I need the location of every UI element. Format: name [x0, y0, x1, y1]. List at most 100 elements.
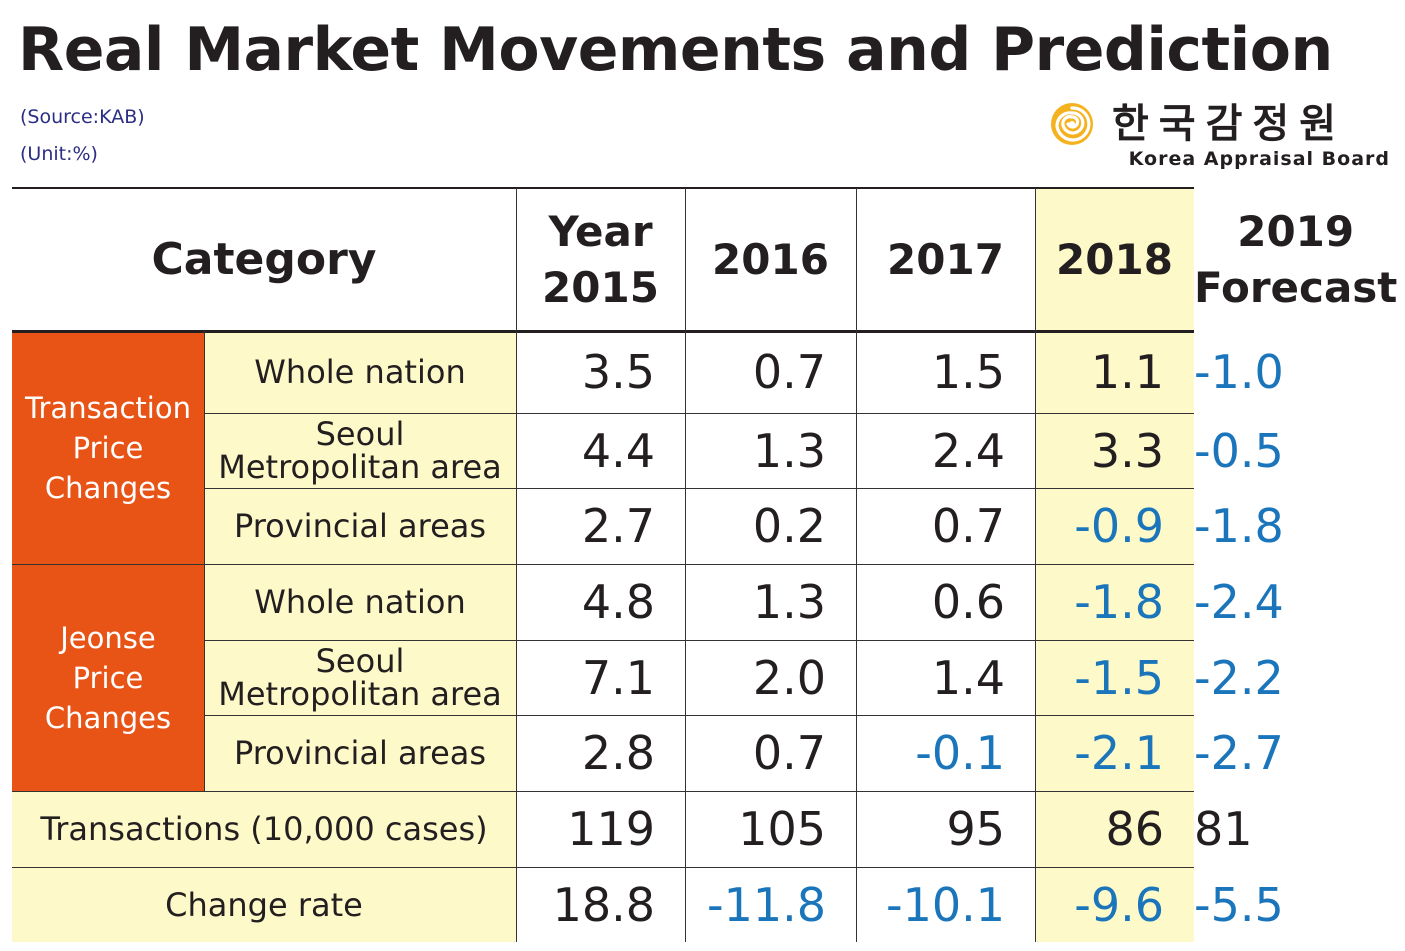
value-cell: -1.0: [1194, 331, 1284, 413]
value-text: 1.4: [931, 650, 1005, 705]
row-label: Whole nation: [254, 355, 465, 389]
row-label-cell: Provincial areas: [204, 715, 516, 791]
value-text: 4.8: [581, 575, 655, 629]
group-label-line: Transaction: [25, 390, 191, 425]
row-label-line: Metropolitan area: [218, 447, 502, 486]
value-cell: -2.7: [1194, 715, 1284, 791]
value-text: -0.1: [915, 726, 1005, 780]
summary-value-text: -5.5: [1194, 877, 1284, 932]
header-col-line2: 2018: [1056, 234, 1173, 284]
logo-english-name: Korea Appraisal Board: [1128, 148, 1390, 170]
summary-value-text: -9.6: [1074, 877, 1164, 932]
grid-line: [516, 188, 517, 942]
grid-line: [204, 488, 1194, 489]
row-label: Seoul Metropolitan area: [218, 414, 502, 486]
summary-value-text: 86: [1105, 802, 1164, 856]
value-cell: 0.2: [685, 488, 856, 564]
value-text: 7.1: [581, 650, 655, 705]
grid-line: [12, 187, 1194, 189]
summary-value-cell: -11.8: [685, 867, 856, 942]
row-label: Seoul Metropolitan area: [218, 641, 502, 713]
value-text: -2.2: [1194, 650, 1284, 705]
row-label-line: Seoul: [315, 414, 405, 453]
value-cell: 0.7: [685, 715, 856, 791]
grid-line: [12, 791, 1194, 792]
value-cell: 2.4: [856, 413, 1035, 488]
row-label-line: Seoul: [315, 641, 405, 680]
summary-value-cell: 95: [856, 791, 1035, 867]
value-text: -2.7: [1194, 726, 1284, 780]
header-col-line2: 2017: [887, 234, 1004, 284]
summary-value-cell: -10.1: [856, 867, 1035, 942]
forecast-column-bg: [1035, 188, 1194, 942]
summary-value-text: 119: [567, 802, 655, 856]
header-col-line1: Year: [548, 206, 653, 256]
value-cell: -0.9: [1035, 488, 1194, 564]
value-cell: 1.4: [856, 640, 1035, 715]
value-cell: 2.0: [685, 640, 856, 715]
grid-line: [204, 413, 1194, 414]
value-cell: 4.8: [516, 564, 685, 640]
value-text: -1.8: [1074, 575, 1164, 629]
value-cell: 2.8: [516, 715, 685, 791]
summary-label-cell: Change rate: [12, 867, 516, 942]
summary-label-cell: Transactions (10,000 cases): [12, 791, 516, 867]
row-label-line: Metropolitan area: [218, 674, 502, 713]
group-label-line: Price: [72, 430, 144, 465]
value-cell: -1.8: [1194, 488, 1284, 564]
value-text: -1.0: [1194, 345, 1284, 399]
page-title: Real Market Movements and Prediction: [18, 15, 1333, 85]
summary-value-text: -10.1: [885, 877, 1005, 932]
value-cell: -0.1: [856, 715, 1035, 791]
summary-value-text: 18.8: [552, 877, 655, 932]
row-label-line: Whole nation: [254, 582, 466, 621]
value-cell: -0.5: [1194, 413, 1284, 488]
value-cell: 0.7: [856, 488, 1035, 564]
header-col-3: 2018: [1035, 188, 1194, 331]
grid-line: [685, 188, 686, 942]
group-label-line: Price: [72, 660, 144, 695]
summary-value-cell: 81: [1194, 791, 1253, 867]
value-text: 2.4: [931, 423, 1005, 478]
value-text: 0.6: [931, 575, 1005, 629]
value-cell: 1.3: [685, 564, 856, 640]
row-label: Provincial areas: [234, 736, 486, 770]
value-cell: 7.1: [516, 640, 685, 715]
header-col-2: 2017: [856, 188, 1035, 331]
header-col-4: 2019 Forecast: [1194, 188, 1397, 331]
row-label-cell: Seoul Metropolitan area: [204, 413, 516, 488]
value-cell: 3.3: [1035, 413, 1194, 488]
value-text: 1.5: [931, 345, 1005, 399]
group-label: Jeonse Price Changes: [45, 618, 171, 738]
row-label: Provincial areas: [234, 509, 486, 543]
value-text: 0.7: [752, 345, 826, 399]
grid-line: [12, 330, 1194, 333]
group-label-line: Jeonse: [60, 620, 156, 655]
summary-value-text: 81: [1194, 802, 1253, 856]
header-col-line1: 2019: [1237, 206, 1355, 256]
value-text: 1.3: [752, 575, 826, 629]
spiral-emblem-icon: [1051, 103, 1093, 145]
value-cell: 2.7: [516, 488, 685, 564]
value-text: -1.5: [1074, 650, 1164, 705]
value-cell: -2.1: [1035, 715, 1194, 791]
row-label: Whole nation: [254, 582, 466, 621]
value-text: 2.7: [581, 499, 655, 553]
value-text: 0.2: [752, 499, 826, 553]
summary-value-cell: -9.6: [1035, 867, 1194, 942]
value-text: -0.9: [1074, 499, 1164, 553]
row-label-cell: Seoul Metropolitan area: [204, 640, 516, 715]
logo-korean-name: 한국감정원: [1112, 101, 1346, 147]
summary-value-cell: 119: [516, 791, 685, 867]
summary-value-cell: 105: [685, 791, 856, 867]
value-text: -1.8: [1194, 499, 1284, 553]
value-cell: 4.4: [516, 413, 685, 488]
grid-line: [204, 331, 205, 791]
summary-label: Change rate: [165, 885, 363, 924]
header-col-line2: 2015: [542, 262, 659, 312]
value-text: 0.7: [931, 499, 1005, 553]
value-text: 3.5: [581, 345, 655, 399]
value-text: 4.4: [581, 423, 655, 478]
group-label-cell: Jeonse Price Changes: [12, 564, 204, 791]
value-text: -0.5: [1194, 423, 1284, 478]
